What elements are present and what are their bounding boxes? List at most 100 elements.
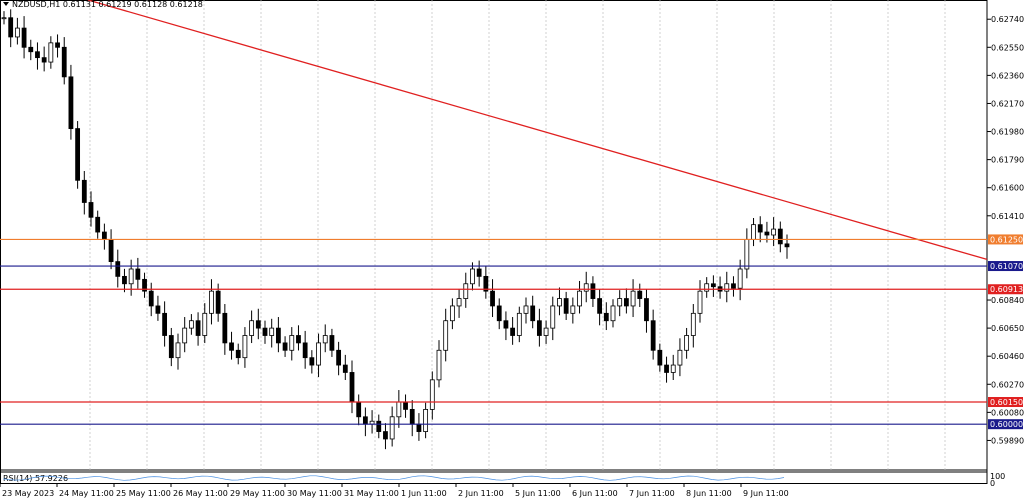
candle-body	[296, 335, 301, 344]
candle-body	[623, 298, 629, 307]
candle-body	[8, 17, 14, 38]
candle-body	[61, 46, 67, 78]
candle-body	[771, 228, 777, 236]
candle-body	[483, 275, 489, 292]
candle-body	[476, 268, 482, 277]
candle-body	[396, 401, 402, 418]
candle-body	[731, 283, 736, 289]
candle-body	[14, 27, 20, 38]
candle-body	[101, 231, 107, 240]
level-badge	[988, 397, 1023, 408]
candle-body	[630, 290, 636, 307]
candle-body	[530, 305, 536, 322]
candle-body	[35, 51, 40, 59]
level-badge	[988, 419, 1023, 430]
rsi-label: RSI(14) 57.9226	[3, 474, 68, 483]
time-tick-label: 8 Jun 11:00	[686, 489, 732, 498]
candle-body	[550, 305, 556, 329]
candle-body	[670, 364, 676, 373]
level-badge	[988, 261, 1023, 272]
candle-body	[617, 298, 623, 307]
candle-body	[751, 224, 756, 240]
candle-body	[697, 290, 703, 314]
candle-body	[416, 423, 422, 432]
candle-body	[557, 298, 562, 307]
candle-body	[744, 239, 750, 270]
time-tick-label: 7 Jun 11:00	[629, 489, 675, 498]
candle-body	[610, 305, 616, 322]
price-tick-label: 0.62170	[991, 99, 1024, 108]
price-tick-label: 0.60460	[991, 352, 1024, 361]
time-tick-label: 9 Jun 11:00	[743, 489, 789, 498]
candle-body	[75, 128, 81, 181]
price-tick-label: 0.60840	[991, 296, 1024, 305]
candle-body	[41, 57, 47, 63]
time-tick-label: 30 May 11:00	[287, 489, 342, 498]
candle-body	[383, 431, 388, 440]
candle-body	[162, 312, 168, 336]
candle-body	[55, 42, 60, 48]
price-tick-label: 0.62360	[991, 71, 1024, 80]
price-tick-label: 0.61410	[991, 212, 1024, 221]
candle-body	[403, 401, 408, 410]
rsi-axis-label: 100	[990, 472, 1005, 481]
candle-body	[583, 283, 589, 292]
candle-body	[229, 342, 234, 351]
candle-body	[209, 290, 214, 314]
candle-body	[128, 268, 134, 285]
candle-body	[269, 327, 275, 336]
chart-frame	[0, 0, 988, 484]
candle-body	[188, 320, 194, 329]
candle-body	[122, 275, 127, 285]
rsi-axis-label: 0	[990, 479, 995, 488]
candle-body	[637, 290, 643, 299]
time-tick-label: 31 May 11:00	[344, 489, 399, 498]
candle-body	[289, 335, 295, 351]
candle-body	[115, 261, 121, 277]
candle-body	[590, 283, 596, 299]
candle-body	[148, 290, 154, 307]
candle-body	[443, 320, 449, 351]
level-label: 0.60913	[990, 285, 1023, 294]
candle-body	[597, 298, 603, 314]
level-label: 0.61250	[990, 235, 1023, 244]
candle-body	[429, 379, 435, 410]
candle-body	[48, 42, 54, 63]
level-badge	[988, 234, 1023, 245]
level-label: 0.60000	[990, 420, 1023, 429]
candle-body	[309, 357, 315, 366]
candle-body	[657, 349, 663, 366]
candle-body	[302, 342, 308, 359]
candle-body	[68, 76, 74, 129]
time-tick-label: 2 Jun 11:00	[458, 489, 504, 498]
candle-body	[436, 349, 442, 381]
candle-body	[577, 290, 582, 307]
candle-body	[21, 27, 27, 48]
candle-body	[135, 268, 141, 280]
candle-body	[349, 372, 355, 403]
candle-body	[543, 327, 549, 336]
candle-body	[175, 342, 181, 359]
candle-body	[95, 216, 101, 233]
candle-body	[202, 312, 208, 336]
candle-body	[490, 290, 495, 307]
candle-body	[222, 312, 228, 344]
price-tick-label: 0.61980	[991, 128, 1024, 137]
level-badge	[988, 284, 1023, 295]
candle-body	[88, 202, 94, 218]
candle-body	[423, 409, 429, 432]
candle-body	[235, 349, 241, 359]
candle-body	[456, 298, 462, 307]
candle-body	[690, 312, 696, 336]
candle-body	[356, 401, 362, 418]
candle-body	[710, 283, 716, 288]
candle-body	[329, 335, 335, 351]
candle-body	[182, 327, 188, 344]
candle-body	[684, 335, 690, 351]
time-tick-label: 5 Jun 11:00	[515, 489, 561, 498]
level-label: 0.60150	[990, 398, 1023, 407]
candle-body	[724, 283, 730, 292]
candle-body	[255, 320, 261, 329]
candle-body	[389, 416, 395, 440]
